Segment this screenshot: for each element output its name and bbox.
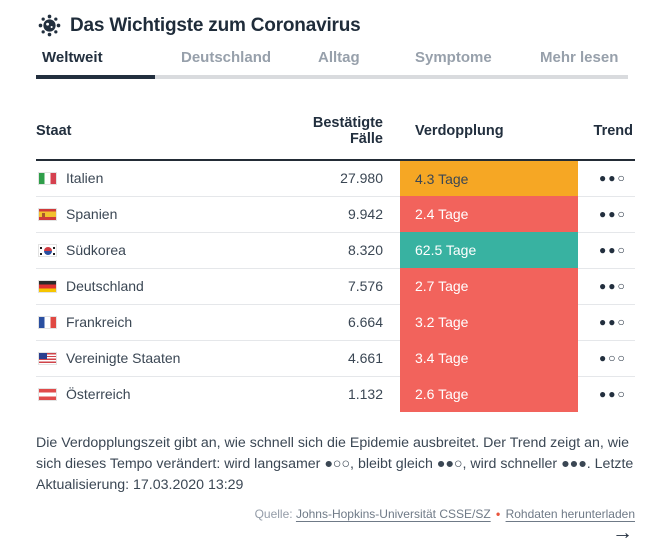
south-korea-flag-icon xyxy=(38,243,57,257)
table-row: Frankreich 6.664 3.2 Tage ●●○ xyxy=(36,304,635,341)
cases-value: 4.661 xyxy=(310,340,400,377)
doubling-cell: 62.5 Tage xyxy=(400,232,578,268)
germany-flag-icon xyxy=(38,279,57,293)
cases-value: 7.576 xyxy=(310,268,400,305)
doubling-cell: 3.2 Tage xyxy=(400,304,578,340)
tab-alltag[interactable]: Alltag xyxy=(292,49,415,79)
cases-value: 1.132 xyxy=(347,386,383,403)
trend-dots: ●●○ xyxy=(578,160,635,197)
country-table: Staat Bestätigte Fälle Verdopplung Trend… xyxy=(36,115,635,412)
trend-dots: ●●○ xyxy=(578,232,635,269)
austria-flag-icon xyxy=(38,387,57,401)
country-name: Frankreich xyxy=(66,314,133,330)
country-name: Südkorea xyxy=(66,242,126,258)
source-link[interactable]: Johns-Hopkins-Universität CSSE/SZ xyxy=(295,507,491,522)
column-header-staat: Staat xyxy=(36,115,310,161)
cases-value: 6.664 xyxy=(310,304,400,341)
doubling-cell: 2.7 Tage xyxy=(400,268,578,304)
italy-flag-icon xyxy=(38,171,57,185)
download-raw-data-link[interactable]: Rohdaten herunterladen xyxy=(505,507,635,522)
table-row: Vereinigte Staaten 4.661 3.4 Tage ●○○ xyxy=(36,340,635,377)
doubling-cell: 4.3 Tage xyxy=(400,160,578,196)
usa-flag-icon xyxy=(38,351,57,365)
page-title: Das Wichtigste zum Coronavirus xyxy=(70,14,361,36)
tab-mehr-lesen[interactable]: Mehr lesen xyxy=(540,49,628,79)
table-row: Deutschland 7.576 2.7 Tage ●●○ xyxy=(36,268,635,305)
doubling-cell: 3.4 Tage xyxy=(400,340,578,376)
table-header-row: Staat Bestätigte Fälle Verdopplung Trend xyxy=(36,115,635,161)
country-name: Spanien xyxy=(66,206,118,222)
country-name: Vereinigte Staaten xyxy=(66,350,181,366)
source-bar: Quelle: Johns-Hopkins-Universität CSSE/S… xyxy=(36,507,635,521)
country-name: Österreich xyxy=(66,386,131,403)
cases-value: 27.980 xyxy=(310,160,400,197)
table-row: Österreich 1.132 2.6 Tage ●●○ xyxy=(36,376,635,412)
table-row: Südkorea 8.320 62.5 Tage ●●○ xyxy=(36,232,635,269)
trend-dots: ●●○ xyxy=(578,268,635,305)
virus-icon xyxy=(38,14,61,37)
cases-value: 9.942 xyxy=(310,196,400,233)
country-name: Italien xyxy=(66,170,104,187)
spain-flag-icon xyxy=(38,207,57,221)
tab-weltweit[interactable]: Weltweit xyxy=(36,49,155,79)
doubling-cell: 2.6 Tage xyxy=(400,376,578,412)
tab-bar: Weltweit Deutschland Alltag Symptome Meh… xyxy=(36,49,635,79)
source-label: Quelle: xyxy=(254,507,293,522)
country-name: Deutschland xyxy=(66,278,144,294)
next-arrow-icon[interactable]: → xyxy=(612,521,633,544)
cases-value: 8.320 xyxy=(310,232,400,269)
doubling-cell: 2.4 Tage xyxy=(400,196,578,232)
table-row: Spanien 9.942 2.4 Tage ●●○ xyxy=(36,196,635,233)
table-row: Italien 27.980 4.3 Tage ●●○ xyxy=(36,160,635,197)
trend-dots: ●●○ xyxy=(578,196,635,233)
tab-symptome[interactable]: Symptome xyxy=(415,49,540,79)
widget-header: Das Wichtigste zum Coronavirus xyxy=(36,14,635,37)
explanation-text: Die Verdopplungszeit gibt an, wie schnel… xyxy=(36,435,634,494)
france-flag-icon xyxy=(38,315,57,329)
pagination-bar: → xyxy=(36,522,635,544)
separator-dot: • xyxy=(496,507,501,522)
column-header-verdopplung: Verdopplung xyxy=(400,115,578,161)
tab-deutschland[interactable]: Deutschland xyxy=(155,49,292,79)
trend-dots: ●●○ xyxy=(578,304,635,341)
trend-dots: ●○○ xyxy=(578,340,635,377)
trend-dots: ●●○ xyxy=(599,387,627,402)
column-header-faelle: Bestätigte Fälle xyxy=(310,115,400,161)
column-header-trend: Trend xyxy=(578,115,635,161)
